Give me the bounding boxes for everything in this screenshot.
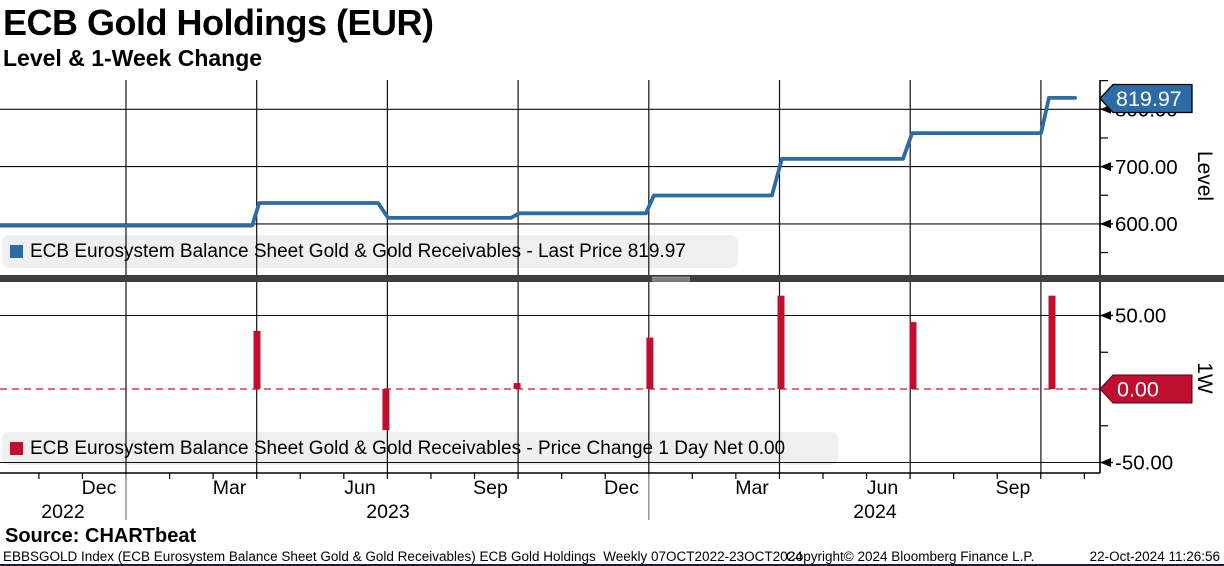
change-bar: [777, 295, 785, 389]
change-bar: [382, 389, 390, 431]
month-label: Mar: [735, 477, 769, 499]
chart-subtitle: Level & 1-Week Change: [3, 45, 263, 71]
footer-security-info: EBBSGOLD Index (ECB Eurosystem Balance S…: [3, 549, 803, 564]
bottom-legend-strip: [2, 432, 838, 465]
top-legend-strip: [2, 235, 738, 268]
y-tick-label: -50.00: [1115, 452, 1173, 475]
change-bar: [1048, 295, 1056, 389]
one-week-change-badge-text: 0.00: [1117, 378, 1159, 402]
month-label: Jun: [867, 477, 898, 499]
level-axis-title: Level: [1193, 150, 1216, 202]
year-label: 2024: [853, 501, 897, 523]
last-price-badge: 819.97: [1099, 83, 1193, 114]
tick-arrow: [1100, 162, 1111, 172]
year-label: 2023: [366, 501, 409, 523]
footer-timestamp: 22-Oct-2024 11:26:56: [1089, 549, 1220, 564]
top-legend[interactable]: ECB Eurosystem Balance Sheet Gold & Gold…: [2, 235, 686, 268]
tick-arrow: [1100, 311, 1111, 320]
footer-copyright: Copyright© 2024 Bloomberg Finance L.P.: [786, 549, 1035, 564]
change-bar: [513, 383, 521, 389]
one-week-change-badge-shape: [1099, 374, 1193, 404]
y-tick-label: 700.00: [1115, 156, 1178, 179]
panel-divider: [0, 275, 1224, 282]
year-label: 2022: [41, 501, 84, 523]
footer: EBBSGOLD Index (ECB Eurosystem Balance S…: [0, 549, 1224, 564]
last-price-badge-shape: [1099, 83, 1193, 114]
top-legend-label: ECB Eurosystem Balance Sheet Gold & Gold…: [30, 240, 686, 262]
month-label: Sep: [996, 477, 1031, 499]
one-week-axis-title: 1W: [1193, 362, 1216, 394]
chart-title: ECB Gold Holdings (EUR): [3, 2, 434, 43]
change-bar: [646, 337, 654, 389]
month-label: Dec: [604, 477, 639, 499]
month-label: Mar: [213, 477, 247, 499]
change-bar: [253, 330, 261, 389]
bottom-legend[interactable]: ECB Eurosystem Balance Sheet Gold & Gold…: [2, 432, 785, 465]
month-label: Sep: [473, 477, 508, 499]
level-line: [0, 96, 1077, 228]
tick-arrow: [1100, 458, 1111, 467]
y-tick-label: 50.00: [1115, 305, 1166, 328]
source-label: Source: CHARTbeat: [5, 525, 197, 547]
last-price-badge-text: 819.97: [1116, 87, 1182, 111]
bar-series-swatch: [10, 442, 23, 455]
change-bar: [909, 322, 917, 389]
month-label: Jun: [344, 477, 375, 499]
tick-arrow: [1100, 219, 1111, 229]
month-label: Dec: [82, 477, 117, 499]
bottom-legend-label: ECB Eurosystem Balance Sheet Gold & Gold…: [30, 437, 786, 459]
y-tick-label: 600.00: [1115, 213, 1178, 236]
one-week-change-badge: 0.00: [1099, 374, 1193, 404]
divider-drag-handle[interactable]: [652, 276, 690, 282]
line-series-swatch: [10, 245, 23, 258]
